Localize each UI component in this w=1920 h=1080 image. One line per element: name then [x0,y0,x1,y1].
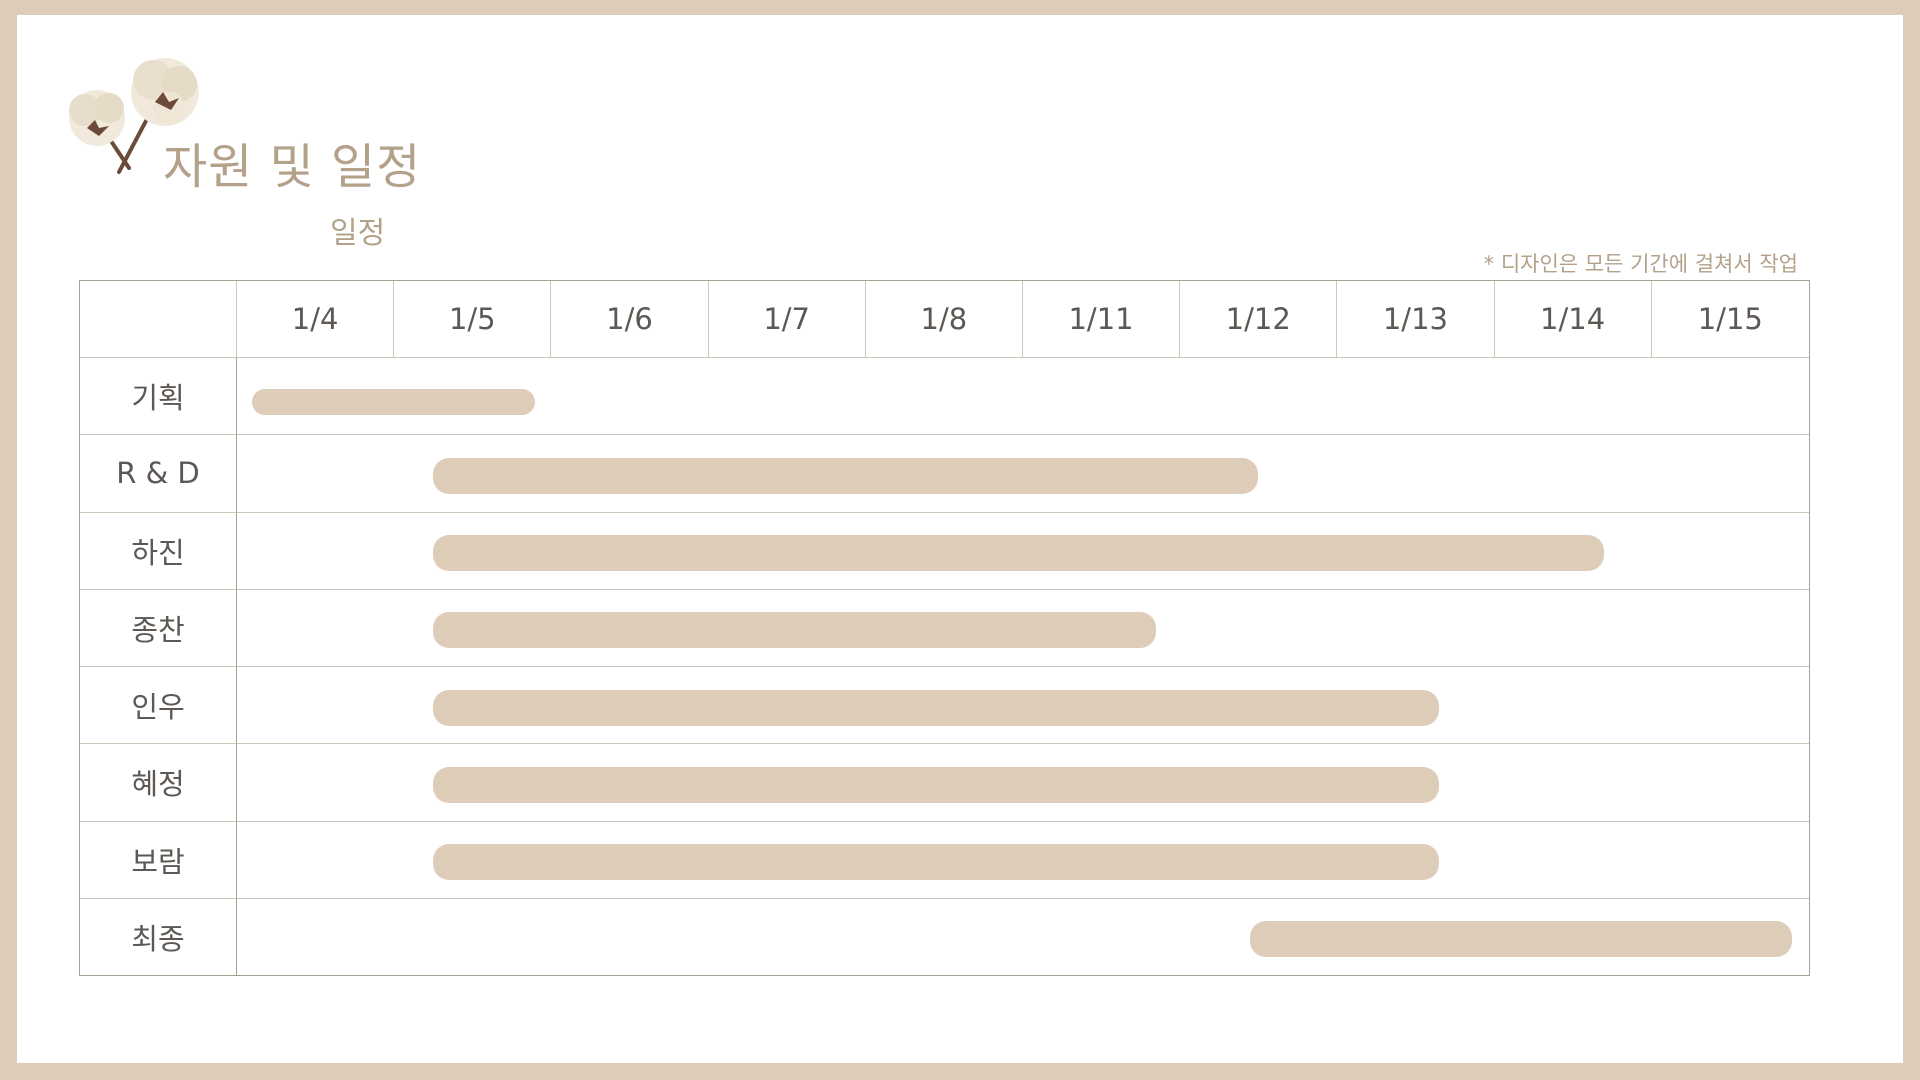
date-header-2: 1/6 [551,281,709,358]
task-row-track-0 [237,358,1809,436]
task-label-1: R & D [80,435,237,513]
task-label-5: 혜정 [80,744,237,822]
task-label-6: 보람 [80,821,237,899]
task-label-2: 하진 [80,512,237,590]
date-header-3: 1/7 [708,281,866,358]
page-title: 자원 및 일정 [163,139,422,195]
date-header-7: 1/13 [1337,281,1495,358]
task-label-4: 인우 [80,667,237,745]
date-header-0: 1/4 [237,281,395,358]
footnote: * 디자인은 모든 기간에 걸쳐서 작업 [1483,252,1798,276]
task-row-track-4 [237,667,1809,745]
page-subtitle: 일정 [330,216,386,251]
task-label-7: 최종 [80,898,237,976]
task-row-track-1 [237,435,1809,513]
date-header-8: 1/14 [1494,281,1652,358]
task-row-track-6 [237,822,1809,899]
task-row-track-2 [237,513,1809,590]
header-corner-cell [80,281,237,358]
date-header-6: 1/12 [1180,281,1338,358]
task-row-track-5 [237,744,1809,822]
date-header-1: 1/5 [394,281,552,358]
cotton-flower-icon [69,58,199,174]
date-header-5: 1/11 [1022,281,1181,358]
task-label-0: 기획 [80,358,237,436]
date-header-9: 1/15 [1651,281,1809,358]
task-row-track-3 [237,590,1809,667]
date-header-4: 1/8 [865,281,1023,358]
task-label-3: 종찬 [80,589,237,667]
schedule-table: 1/4 1/5 1/6 1/7 1/8 1/11 1/12 1/13 1/14 1/15 기획 R &… [79,280,1810,976]
task-row-track-7 [237,899,1809,976]
